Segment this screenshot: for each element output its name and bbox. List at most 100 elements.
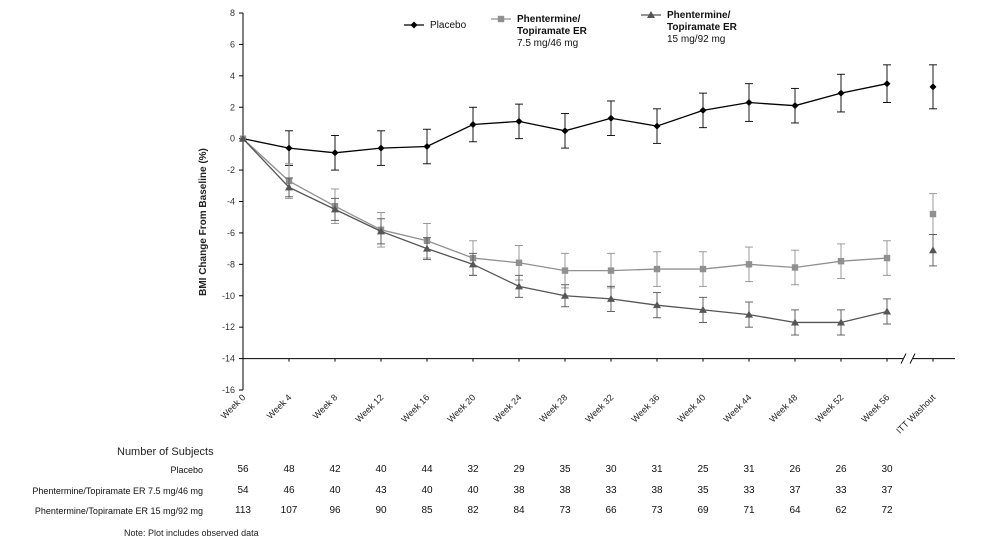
data-point xyxy=(745,310,753,318)
legend-marker xyxy=(410,21,418,29)
x-tick-label: Week 16 xyxy=(399,392,431,424)
data-point xyxy=(607,114,615,122)
legend-marker xyxy=(647,11,655,18)
data-point xyxy=(699,265,707,273)
table-cell: 32 xyxy=(467,464,479,475)
table-cell: 40 xyxy=(375,464,387,475)
y-tick-label: -6 xyxy=(227,228,235,238)
y-tick-label: 6 xyxy=(230,39,235,49)
table-cell: 107 xyxy=(280,505,298,516)
table-cell: 82 xyxy=(467,505,479,516)
table-cell: 37 xyxy=(789,485,801,496)
data-point xyxy=(515,282,523,290)
x-tick-label: Week 40 xyxy=(675,392,707,424)
data-point xyxy=(653,122,661,130)
data-point xyxy=(423,244,431,252)
y-tick-label: -4 xyxy=(227,197,235,207)
data-point xyxy=(331,149,339,157)
table-cell: 38 xyxy=(651,485,663,496)
table-cell: 30 xyxy=(881,464,893,475)
data-point xyxy=(331,205,339,213)
footnote: Note: Plot includes observed data xyxy=(124,528,259,538)
data-point xyxy=(653,265,661,273)
data-point xyxy=(423,143,431,151)
table-cell: 38 xyxy=(559,485,571,496)
table-cell: 25 xyxy=(697,464,709,475)
table-title: Number of Subjects xyxy=(117,446,214,458)
legend-label: Topiramate ER xyxy=(517,26,588,37)
data-point xyxy=(837,318,845,326)
data-point xyxy=(699,106,707,114)
table-cell: 42 xyxy=(329,464,341,475)
y-tick-label: -12 xyxy=(222,322,235,332)
y-tick-label: -2 xyxy=(227,165,235,175)
table-cell: 56 xyxy=(237,464,249,475)
table-cell: 40 xyxy=(421,485,433,496)
table-row-label-placebo: Placebo xyxy=(170,465,203,475)
data-point xyxy=(469,121,477,129)
table-row-label-7-5mg: Phentermine/Topiramate ER 7.5 mg/46 mg xyxy=(32,486,203,496)
table-cell: 85 xyxy=(421,505,433,516)
x-tick-label: Week 44 xyxy=(721,392,753,424)
x-tick-label: Week 12 xyxy=(353,392,385,424)
legend-label: Phentermine/ xyxy=(667,10,731,21)
table-cell: 40 xyxy=(467,485,479,496)
y-tick-label: -16 xyxy=(222,385,235,395)
data-point xyxy=(239,134,247,142)
table-cell: 40 xyxy=(329,485,341,496)
table-cell: 33 xyxy=(743,485,755,496)
data-point xyxy=(791,318,799,326)
x-tick-label: Week 4 xyxy=(265,392,294,421)
series-1 xyxy=(239,135,937,289)
table-cell: 46 xyxy=(283,485,295,496)
table-cell: 33 xyxy=(605,485,617,496)
chart-series xyxy=(239,64,937,336)
x-tick-label: Week 20 xyxy=(445,392,477,424)
data-point xyxy=(883,307,891,315)
table-cell: 62 xyxy=(835,505,847,516)
table-cell: 30 xyxy=(605,464,617,475)
table-cell: 44 xyxy=(421,464,433,475)
table-cell: 69 xyxy=(697,505,709,516)
table-cell: 29 xyxy=(513,464,525,475)
data-point xyxy=(791,264,799,271)
x-tick-label: Week 8 xyxy=(311,392,340,421)
y-tick-label: 2 xyxy=(230,102,235,112)
table-cell: 31 xyxy=(743,464,755,475)
x-tick-label: ITT Washout xyxy=(894,392,937,435)
table-cell: 43 xyxy=(375,485,387,496)
legend-label: 7.5 mg/46 mg xyxy=(517,38,578,49)
x-tick-label: Week 28 xyxy=(537,392,569,424)
table-cell: 90 xyxy=(375,505,387,516)
table-cell: 37 xyxy=(881,485,893,496)
data-point xyxy=(929,83,937,91)
data-point xyxy=(929,246,937,254)
y-tick-label: 4 xyxy=(230,71,235,81)
data-point xyxy=(607,294,615,302)
table-cell: 35 xyxy=(559,464,571,475)
table-cell: 54 xyxy=(237,485,249,496)
y-axis-title: BMI Change From Baseline (%) xyxy=(198,148,209,296)
table-cell: 26 xyxy=(789,464,801,475)
data-point xyxy=(469,260,477,268)
x-tick-label: Week 52 xyxy=(813,392,845,424)
data-point xyxy=(653,301,661,309)
table-cell: 26 xyxy=(835,464,847,475)
axis-break-mark xyxy=(900,353,907,364)
data-point xyxy=(745,99,753,107)
x-tick-label: Week 24 xyxy=(491,392,523,424)
table-cell: 38 xyxy=(513,485,525,496)
data-point xyxy=(929,210,937,218)
table-cell: 72 xyxy=(881,505,893,516)
table-cell: 113 xyxy=(235,505,251,516)
table-cell: 35 xyxy=(697,485,709,496)
y-tick-label: -14 xyxy=(222,354,235,364)
x-tick-label: Week 32 xyxy=(583,392,615,424)
data-point xyxy=(285,183,293,191)
y-tick-label: -8 xyxy=(227,259,235,269)
data-point xyxy=(883,80,891,88)
x-tick-label: Week 48 xyxy=(767,392,799,424)
series-line xyxy=(242,138,888,272)
